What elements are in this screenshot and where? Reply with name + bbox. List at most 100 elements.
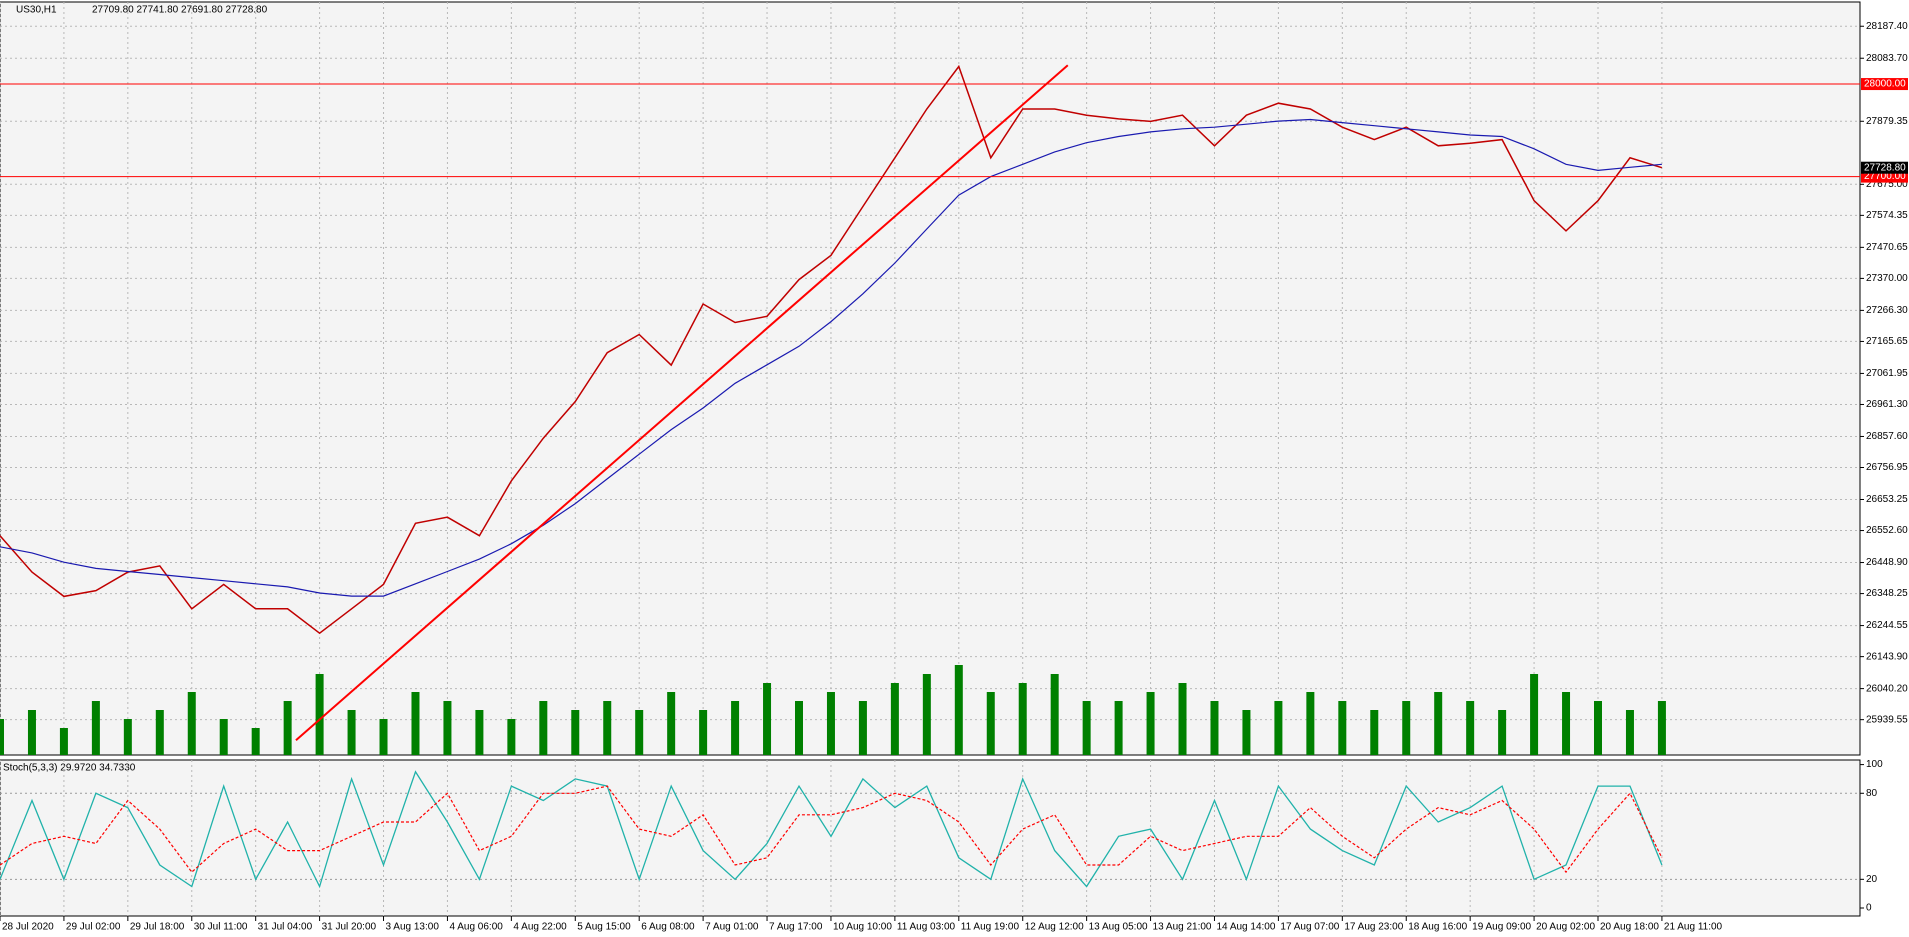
- x-tick-label: 4 Aug 22:00: [513, 922, 567, 933]
- y-tick-label: 26244.55: [1866, 620, 1908, 631]
- volume-bar: [59, 728, 68, 755]
- stoch-tick-label: 100: [1866, 759, 1883, 770]
- volume-bar: [1498, 710, 1507, 755]
- volume-bar: [219, 719, 228, 755]
- volume-bar: [571, 710, 580, 755]
- stoch-k: [0, 770, 1663, 889]
- x-tick-label: 11 Aug 19:00: [961, 922, 1020, 933]
- stoch-tick-label: 0: [1866, 903, 1872, 914]
- volume-bar: [251, 728, 260, 755]
- volume-bar: [1594, 701, 1602, 755]
- x-tick-label: 19 Aug 09:00: [1472, 922, 1531, 933]
- volume-bar: [347, 710, 356, 755]
- volume-bar: [0, 719, 4, 755]
- volume-bar: [1082, 701, 1091, 755]
- volume-bar: [699, 710, 708, 755]
- volume-bar: [731, 701, 740, 755]
- volume-bar: [667, 692, 676, 755]
- x-tick-label: 12 Aug 12:00: [1025, 922, 1084, 933]
- x-tick-label: 29 Jul 02:00: [66, 922, 121, 933]
- volume-bar: [1242, 710, 1251, 755]
- price-line: [0, 64, 1663, 635]
- y-tick-label: 28083.70: [1866, 53, 1908, 64]
- stoch-d: [0, 785, 1663, 874]
- y-tick-label: 27370.00: [1866, 273, 1908, 284]
- x-tick-label: 10 Aug 10:00: [833, 922, 892, 933]
- volume-bar: [922, 674, 931, 755]
- y-tick-label: 27470.65: [1866, 242, 1908, 253]
- volume-bar: [1562, 692, 1571, 755]
- volume-bar: [1466, 701, 1475, 755]
- volume-bar: [1657, 701, 1666, 755]
- volume-bar: [858, 701, 867, 755]
- x-tick-label: 20 Aug 18:00: [1600, 922, 1659, 933]
- price-tag: [1861, 78, 1908, 91]
- volume-bar: [539, 701, 548, 755]
- x-tick-label: 29 Jul 18:00: [130, 922, 185, 933]
- x-tick-label: 5 Aug 15:00: [577, 922, 631, 933]
- x-tick-label: 18 Aug 16:00: [1408, 922, 1467, 933]
- volume-bar: [1370, 710, 1379, 755]
- x-tick-label: 13 Aug 05:00: [1089, 922, 1148, 933]
- x-tick-label: 17 Aug 23:00: [1344, 922, 1403, 933]
- volume-bar: [1306, 692, 1315, 755]
- x-tick-label: 4 Aug 06:00: [449, 922, 503, 933]
- y-tick-label: 28187.40: [1866, 21, 1908, 32]
- volume-bar: [1050, 674, 1059, 755]
- main-pane: [0, 1, 1861, 756]
- stoch-title: Stoch(5,3,3) 29.9720 34.7330: [3, 763, 136, 774]
- volume-bar: [603, 701, 612, 755]
- price-tag-label: 27700.00: [1864, 171, 1906, 182]
- volume-bar: [123, 719, 132, 755]
- volume-bar: [27, 710, 36, 755]
- volume-bar: [890, 683, 899, 755]
- volume-bar: [1114, 701, 1123, 755]
- y-tick-label: 26756.95: [1866, 462, 1908, 473]
- volume-bar: [475, 710, 484, 755]
- current-price-label: 27728.80: [1864, 162, 1906, 173]
- volume-bar: [315, 674, 324, 755]
- volume-bar: [1018, 683, 1027, 755]
- volume-bar: [507, 719, 516, 755]
- y-tick-label: 26552.60: [1866, 525, 1908, 536]
- y-tick-label: 26653.25: [1866, 494, 1908, 505]
- x-tick-label: 31 Jul 04:00: [258, 922, 313, 933]
- x-tick-label: 20 Aug 02:00: [1536, 922, 1595, 933]
- y-tick-label: 27061.95: [1866, 368, 1908, 379]
- volume-bar: [1530, 674, 1539, 755]
- volume-bar: [1338, 701, 1347, 755]
- volume-bar: [1146, 692, 1155, 755]
- symbol: US30,H1: [16, 5, 57, 16]
- x-tick-label: 3 Aug 13:00: [386, 922, 440, 933]
- price-tag-label: 28000.00: [1864, 79, 1906, 90]
- volume-bar: [635, 710, 644, 755]
- x-tick-label: 21 Aug 11:00: [1664, 922, 1723, 933]
- volume-bar: [379, 719, 388, 755]
- y-tick-label: 27879.35: [1866, 116, 1908, 127]
- volume-bar: [1178, 683, 1187, 755]
- y-tick-label: 27675.00: [1866, 179, 1908, 190]
- volume-bar: [91, 701, 100, 755]
- x-tick-label: 7 Aug 01:00: [705, 922, 759, 933]
- volume-bar: [763, 683, 772, 755]
- y-tick-label: 27266.30: [1866, 305, 1908, 316]
- y-tick-label: 27165.65: [1866, 336, 1908, 347]
- volume-bar: [1434, 692, 1443, 755]
- volume-bar: [1210, 701, 1219, 755]
- y-tick-label: 26040.20: [1866, 683, 1908, 694]
- x-tick-label: 28 Jul 2020: [2, 922, 54, 933]
- trendline: [295, 64, 1069, 741]
- x-tick-label: 13 Aug 21:00: [1153, 922, 1212, 933]
- y-tick-label: 25939.55: [1866, 714, 1908, 725]
- volume-bar: [986, 692, 995, 755]
- x-tick-label: 30 Jul 11:00: [194, 922, 248, 933]
- y-tick-label: 26857.60: [1866, 431, 1908, 442]
- current-price-tag: [1861, 161, 1908, 174]
- x-tick-label: 31 Jul 20:00: [322, 922, 377, 933]
- x-tick-label: 7 Aug 17:00: [769, 922, 823, 933]
- volume-bar: [1274, 701, 1283, 755]
- volume-bar: [1402, 701, 1411, 755]
- x-tick-label: 11 Aug 03:00: [897, 922, 956, 933]
- y-tick-label: 26143.90: [1866, 651, 1908, 662]
- volume-bar: [411, 692, 420, 755]
